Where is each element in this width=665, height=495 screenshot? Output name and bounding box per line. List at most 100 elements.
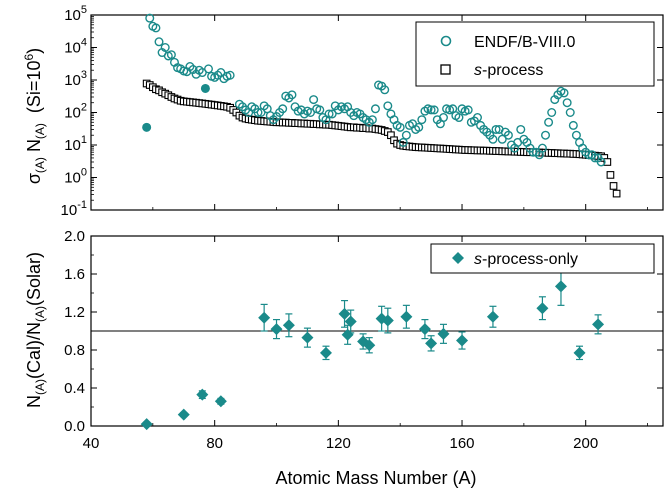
top-y-tick-label: 105: [64, 4, 87, 24]
bottom-data-points: [91, 266, 663, 431]
endf-point: [429, 105, 439, 115]
endf-point: [537, 143, 547, 153]
bottom-legend-box: [430, 243, 655, 274]
endf-point: [166, 50, 176, 60]
endf-point: [516, 124, 526, 134]
x-axis-label: Atomic Mass Number (A): [275, 468, 476, 488]
sonly-point: [319, 345, 332, 361]
endf-point: [454, 113, 464, 123]
endf-point: [488, 134, 498, 144]
sprocess-point: [603, 158, 612, 166]
bottom-x-tick-label: 80: [206, 435, 223, 452]
endf-filled-point: [142, 123, 151, 132]
endf-point: [370, 104, 380, 114]
bottom-x-tick-label: 40: [83, 435, 100, 452]
endf-point: [503, 130, 513, 140]
endf-point: [547, 107, 557, 117]
sonly-point: [437, 323, 450, 344]
sonly-point: [486, 305, 499, 328]
endf-point: [287, 90, 297, 100]
sonly-point: [554, 266, 567, 306]
legend-marker-sonly: [452, 252, 464, 264]
top-y-tick-label: 102: [64, 102, 87, 122]
endf-point: [541, 130, 551, 140]
bottom-y-tick-label: 0.8: [64, 342, 85, 359]
legend-label-sonly-rest: -process-only: [482, 251, 578, 268]
bottom-y-tick-label: 1.2: [64, 304, 85, 321]
bottom-y-label-sub2: (A): [33, 306, 47, 322]
endf-point: [544, 117, 554, 127]
top-y-tick-label: 100: [64, 167, 87, 187]
bottom-y-axis-label: N(A)(Cal)/N(A)(Solar): [24, 252, 47, 408]
sonly-point: [456, 331, 469, 350]
sonly-point: [140, 418, 153, 431]
bottom-y-label-solar: (Solar): [24, 252, 44, 306]
endf-filled-point: [201, 84, 210, 93]
top-y-label-sigma: σ: [24, 173, 44, 184]
sprocess-point: [612, 189, 621, 198]
sonly-point: [214, 395, 227, 408]
sonly-point: [418, 319, 431, 340]
legend-marker-sprocess: [440, 64, 451, 75]
endf-point: [278, 104, 288, 114]
endf-point: [398, 137, 408, 147]
endf-point: [414, 122, 424, 132]
endf-point: [225, 70, 235, 80]
sonly-point: [338, 300, 351, 328]
endf-point: [327, 109, 337, 119]
endf-point: [253, 107, 263, 117]
endf-point: [568, 120, 578, 130]
endf-point: [596, 157, 606, 167]
endf-point: [417, 115, 427, 125]
sonly-point: [341, 324, 354, 345]
legend-label-sprocess-italic: s: [474, 62, 482, 79]
top-y-label-n: N: [24, 139, 44, 157]
sonly-point: [177, 408, 190, 421]
bottom-ticks: 0.0 0.4 0.8 1.2 1.6 2.0 40 80 120 160 200: [64, 228, 663, 452]
endf-point: [154, 37, 164, 47]
bottom-y-tick-label: 1.6: [64, 266, 85, 283]
bottom-x-tick-label: 200: [573, 435, 598, 452]
top-y-label-unit-post: ): [24, 48, 44, 54]
endf-point: [401, 130, 411, 140]
sonly-point: [592, 314, 605, 335]
bottom-y-tick-label: 0.0: [64, 418, 85, 435]
endf-point: [562, 98, 572, 108]
endf-point: [463, 105, 473, 115]
endf-point: [309, 95, 319, 105]
endf-point: [438, 113, 448, 123]
top-y-tick-label: 10-1: [61, 199, 87, 219]
endf-point: [497, 134, 507, 144]
top-y-label-sub2: (A): [33, 123, 47, 139]
sonly-point: [282, 313, 295, 338]
endf-point: [203, 64, 213, 74]
endf-point: [324, 109, 334, 119]
endf-point: [151, 23, 161, 33]
sprocess-point: [609, 182, 618, 190]
endf-point: [571, 130, 581, 140]
top-y-label-sub1: (A): [33, 157, 47, 173]
top-y-label-unit-sup: 6: [22, 54, 36, 61]
sprocess-point: [606, 171, 615, 179]
endf-point: [383, 101, 393, 111]
sonly-point: [536, 296, 549, 321]
endf-point: [145, 13, 155, 23]
bottom-y-label-cal: (Cal)/N: [24, 322, 44, 379]
endf-point: [559, 88, 569, 98]
legend-label-sonly: s-process-only: [474, 251, 578, 268]
sonly-point: [344, 309, 357, 334]
endf-point: [315, 105, 325, 115]
legend-label-sprocess: s-process: [474, 62, 543, 79]
legend-label-endf: ENDF/B-VIII.0: [474, 34, 575, 51]
legend-marker-endf: [440, 35, 452, 47]
endf-point: [426, 105, 436, 115]
sonly-point: [301, 327, 314, 348]
sonly-point: [425, 335, 438, 352]
bottom-y-label-n1: N: [24, 395, 44, 408]
bottom-legend: s-process-only: [430, 243, 655, 274]
endf-point: [160, 43, 170, 53]
endf-point: [590, 153, 600, 163]
endf-point: [367, 115, 377, 125]
sonly-point: [573, 345, 586, 361]
